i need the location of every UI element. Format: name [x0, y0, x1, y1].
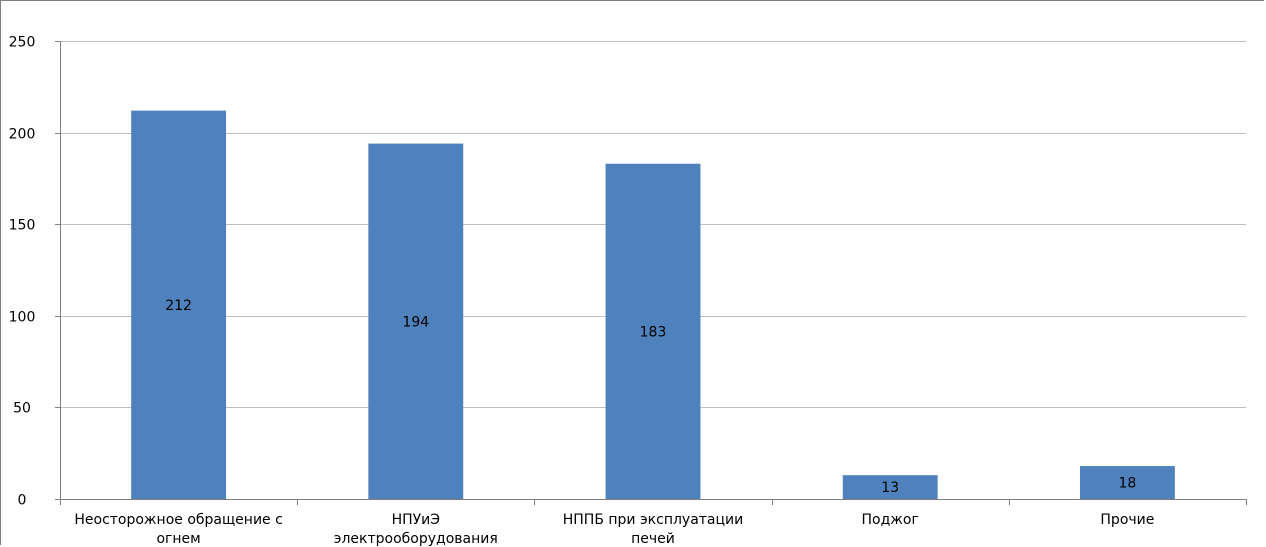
y-tick-label: 250: [9, 35, 36, 51]
y-tick-label: 200: [9, 127, 36, 143]
data-label: 183: [640, 324, 667, 340]
y-tick-label: 150: [9, 218, 36, 234]
y-tick-label: 100: [9, 310, 36, 326]
x-category-label: НППБ при эксплуатации печей: [563, 512, 744, 547]
bar: [368, 143, 464, 500]
x-axis-category-labels: Неосторожное обращение с огнем НПУиЭ электр…: [74, 512, 1154, 547]
x-category-label: Прочие: [1100, 512, 1154, 528]
data-label: 212: [165, 298, 192, 314]
axes: [55, 41, 1247, 505]
y-tick-label: 0: [18, 493, 27, 509]
y-tick-label: 50: [13, 401, 31, 417]
data-label: 18: [1118, 476, 1136, 492]
data-labels: 212 194 183 13 18: [165, 298, 1136, 496]
x-category-label: НПУиЭ электрооборудования: [334, 512, 498, 547]
data-label: 13: [881, 480, 899, 496]
x-category-label: Неосторожное обращение с огнем: [74, 512, 282, 547]
bar: [1079, 466, 1175, 499]
bar: [605, 163, 701, 499]
y-axis-tick-labels: 0 50 100 150 200 250: [9, 35, 36, 509]
x-category-label: Поджог: [862, 512, 919, 528]
bar: [131, 110, 227, 499]
bar: [842, 475, 938, 499]
bars: [131, 110, 1175, 500]
data-label: 194: [402, 314, 429, 330]
